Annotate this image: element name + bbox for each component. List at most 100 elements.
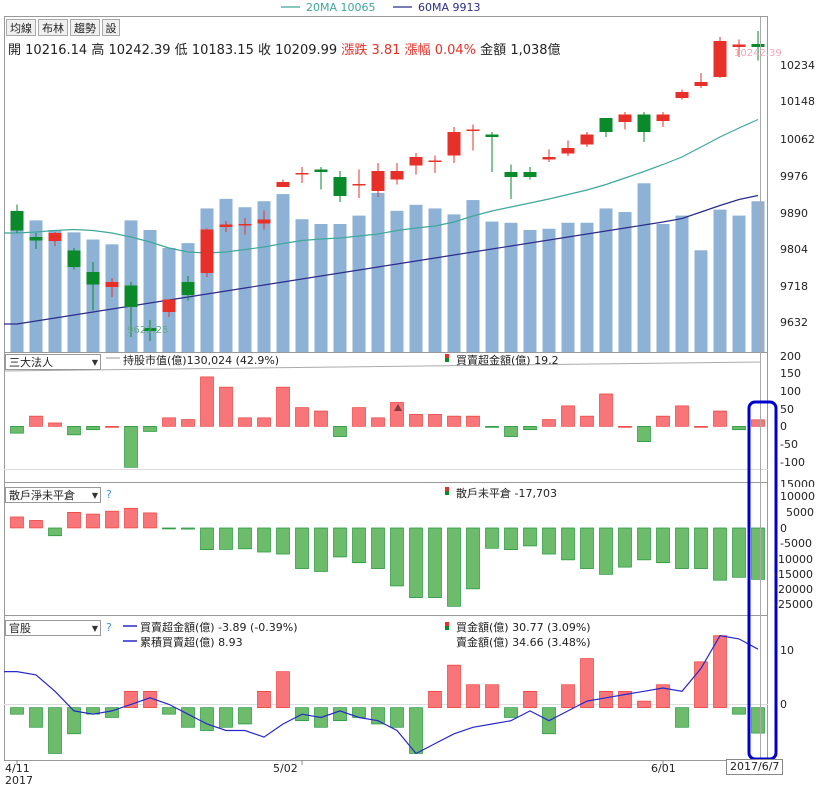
candle: [181, 276, 195, 301]
institutional-bar: [219, 386, 233, 427]
volume-bars: [10, 183, 765, 352]
candle: [86, 262, 100, 311]
candle: [219, 221, 233, 232]
retail-oi-bar: [485, 527, 499, 549]
retail-oi-bar: [713, 527, 727, 581]
gov-net-bar: [694, 661, 708, 708]
candle-body: [143, 328, 157, 331]
institutional-bar: [447, 415, 461, 427]
institutional-bar: [637, 426, 651, 443]
gov-net-bar: [637, 700, 651, 708]
panel4-select[interactable]: 官股 ▼: [5, 620, 101, 636]
retail-oi-bar: [143, 512, 157, 529]
open-value: 10216.14: [25, 43, 88, 58]
high-label: 高: [91, 43, 105, 58]
gov-net-bar: [219, 707, 233, 728]
retail-oi-bar: [371, 527, 385, 569]
ma-button[interactable]: 均線: [6, 19, 36, 36]
volume-bar: [371, 192, 385, 352]
gov-net-bar: [390, 707, 404, 728]
gov-net-bar: [67, 707, 81, 735]
retail-oi-bar: [409, 527, 423, 598]
candle-body: [105, 282, 119, 287]
volume-bar: [599, 208, 613, 352]
chevron-down-icon: ▼: [91, 491, 98, 500]
candle-body: [504, 172, 518, 177]
retail-legend-swatch-down: [445, 491, 449, 495]
gov-net-bar: [428, 690, 442, 708]
net-legend-swatch-down: [445, 358, 449, 362]
gov-net-bar: [200, 707, 214, 731]
volume-bar: [523, 229, 537, 352]
candle: [67, 248, 81, 270]
institutional-bar: [523, 426, 537, 431]
retail-oi-bar: [181, 527, 195, 530]
institutional-bar: [238, 417, 252, 427]
gov-net-bar: [561, 684, 575, 708]
help-icon[interactable]: ?: [106, 488, 112, 501]
institutional-bar: [656, 415, 670, 427]
panel2-select[interactable]: 三大法人 ▼: [5, 354, 101, 370]
retail-tick: -10000: [774, 553, 813, 566]
retail-legend-swatch-up: [445, 487, 449, 491]
x-label-1: 5/02: [273, 762, 298, 775]
candle: [485, 132, 499, 172]
volume-bar: [238, 207, 252, 352]
volume-bar: [694, 250, 708, 352]
candle: [29, 233, 43, 249]
ma20-legend: 20MA 10065: [306, 1, 376, 14]
institutional-bar: [504, 426, 518, 437]
retail-tick: -15000: [774, 568, 813, 581]
panel3-select[interactable]: 散戶淨未平倉 ▼: [5, 487, 101, 503]
volume-bar: [751, 201, 765, 352]
retail-oi-bar: [124, 507, 138, 529]
gov-net-bar: [466, 684, 480, 708]
retail-oi-bar: [447, 527, 461, 607]
ma20-line: [4, 118, 759, 254]
institutional-bar: [10, 426, 24, 434]
institutional-bar: [162, 417, 176, 427]
candle-body: [599, 118, 613, 132]
institutional-bar: [751, 419, 765, 427]
candle-body: [751, 44, 765, 47]
help-icon[interactable]: ?: [106, 621, 112, 634]
retail-oi-bar: [105, 510, 119, 529]
institutional-bar: [713, 410, 727, 427]
net-legend-swatch-up: [445, 354, 449, 358]
candle: [561, 140, 575, 156]
panel3-select-value: 散戶淨未平倉: [9, 489, 75, 502]
volume-bar: [105, 244, 119, 352]
volume-bar: [276, 194, 290, 352]
institutional-bar: [352, 407, 366, 427]
cursor-date: 2017/6/7: [726, 759, 784, 775]
candle-body: [238, 224, 252, 226]
gov-net-bar: [238, 707, 252, 725]
amount-value: 1,038億: [510, 43, 561, 58]
pct-label: 漲幅: [404, 43, 431, 58]
gov-net-bar: [409, 707, 423, 754]
volume-bar: [542, 228, 556, 352]
institutional-bar: [200, 376, 214, 427]
candle-body: [732, 44, 746, 47]
retail-oi-bar: [276, 527, 290, 555]
bollinger-button[interactable]: 布林: [38, 19, 68, 36]
candle-body: [67, 250, 81, 267]
institutional-bar: [409, 414, 423, 427]
close-label: 收: [257, 43, 271, 58]
candle-body: [409, 157, 423, 166]
candle: [409, 153, 423, 175]
settings-button[interactable]: 設: [102, 19, 120, 36]
candle-body: [257, 219, 271, 224]
retail-oi-bar: [542, 527, 556, 555]
institutional-bar: [428, 414, 442, 427]
trend-button[interactable]: 趨勢: [70, 19, 100, 36]
gov-net-bar: [599, 690, 613, 708]
candle-body: [276, 182, 290, 187]
retail-oi-bar: [523, 527, 537, 547]
retail-oi-bar: [257, 527, 271, 553]
candlesticks: [10, 31, 765, 341]
retail-oi-bar: [751, 527, 765, 580]
volume-bar: [48, 229, 62, 352]
candle-body: [523, 172, 537, 177]
